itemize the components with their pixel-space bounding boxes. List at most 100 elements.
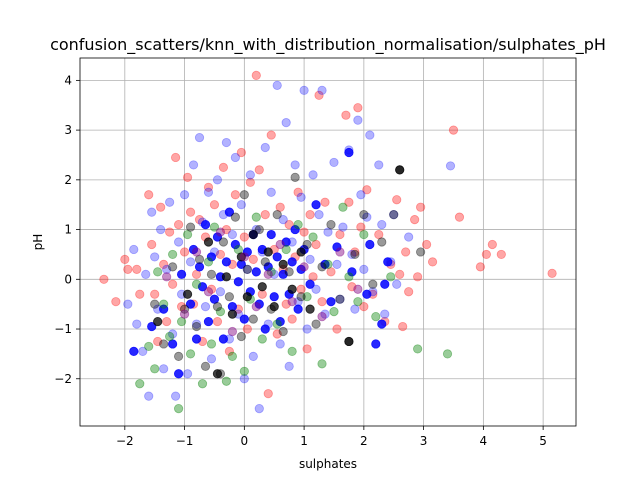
scatter-point bbox=[147, 207, 157, 217]
scatter-point bbox=[179, 190, 190, 200]
scatter-point bbox=[416, 247, 426, 257]
scatter-point bbox=[344, 147, 354, 158]
scatter-point bbox=[311, 284, 321, 294]
scatter-point bbox=[135, 379, 145, 389]
scatter-point bbox=[233, 277, 243, 287]
scatter-point bbox=[206, 269, 217, 279]
scatter-point bbox=[332, 242, 342, 252]
scatter-point bbox=[242, 264, 252, 274]
scatter-point bbox=[159, 304, 169, 314]
scatter-point bbox=[290, 172, 300, 182]
scatter-point bbox=[323, 227, 333, 237]
scatter-point bbox=[296, 292, 306, 302]
scatter-point bbox=[203, 287, 214, 297]
scatter-point bbox=[242, 264, 252, 274]
scatter-point bbox=[182, 369, 193, 379]
scatter-point bbox=[129, 244, 139, 255]
scatter-point bbox=[194, 132, 205, 143]
scatter-point bbox=[156, 202, 166, 212]
scatter-point bbox=[159, 339, 169, 349]
scatter-point bbox=[257, 334, 267, 344]
scatter-point bbox=[299, 227, 309, 237]
scatter-point bbox=[150, 364, 160, 374]
scatter-point bbox=[362, 185, 372, 195]
scatter-point bbox=[302, 292, 312, 302]
scatter-point bbox=[147, 239, 157, 250]
scatter-point bbox=[150, 299, 160, 309]
scatter-point bbox=[284, 361, 294, 371]
scatter-point bbox=[454, 212, 465, 222]
scatter-point bbox=[392, 195, 402, 205]
scatter-point bbox=[356, 190, 366, 200]
scatter-point bbox=[311, 239, 321, 250]
scatter-point bbox=[272, 252, 282, 262]
scatter-point bbox=[296, 192, 306, 202]
scatter-point bbox=[326, 297, 336, 307]
scatter-point bbox=[197, 379, 208, 389]
scatter-point bbox=[353, 115, 363, 125]
scatter-point bbox=[335, 229, 345, 240]
scatter-point bbox=[335, 247, 345, 257]
scatter-point bbox=[308, 170, 318, 180]
scatter-point bbox=[404, 232, 414, 242]
x-tick-label: −1 bbox=[176, 434, 194, 448]
scatter-point bbox=[230, 190, 240, 200]
scatter-point bbox=[281, 244, 291, 255]
scatter-point bbox=[326, 267, 336, 277]
scatter-point bbox=[481, 249, 491, 260]
scatter-point bbox=[308, 232, 318, 242]
scatter-point bbox=[236, 147, 246, 158]
y-tick-label: −1 bbox=[54, 322, 72, 336]
scatter-point bbox=[320, 197, 330, 207]
scatter-point bbox=[326, 219, 336, 230]
scatter-point bbox=[221, 272, 232, 282]
scatter-point bbox=[215, 227, 226, 237]
scatter-point bbox=[203, 257, 214, 267]
scatter-point bbox=[251, 212, 261, 222]
scatter-point bbox=[159, 364, 169, 374]
scatter-point bbox=[165, 227, 175, 237]
scatter-point bbox=[162, 272, 172, 282]
scatter-point bbox=[311, 200, 321, 210]
scatter-point bbox=[347, 267, 357, 277]
scatter-point bbox=[153, 267, 163, 277]
scatter-point bbox=[144, 190, 154, 200]
scatter-point bbox=[269, 269, 279, 279]
scatter-point bbox=[284, 267, 294, 277]
scatter-point bbox=[275, 316, 285, 327]
data-points bbox=[99, 70, 557, 414]
scatter-point bbox=[132, 319, 142, 329]
scatter-point bbox=[332, 324, 342, 334]
scatter-point bbox=[266, 229, 276, 240]
scatter-point bbox=[344, 197, 354, 207]
scatter-point bbox=[401, 247, 411, 257]
scatter-point bbox=[344, 272, 354, 282]
scatter-point bbox=[287, 257, 297, 267]
scatter-point bbox=[374, 229, 384, 240]
scatter-point bbox=[269, 292, 279, 302]
scatter-point bbox=[341, 110, 351, 120]
scatter-point bbox=[496, 249, 506, 260]
y-axis-label: pH bbox=[31, 234, 45, 251]
scatter-point bbox=[281, 118, 291, 128]
scatter-point bbox=[162, 264, 172, 274]
scatter-point bbox=[215, 287, 226, 297]
scatter-point bbox=[254, 224, 264, 235]
scatter-point bbox=[168, 279, 178, 289]
scatter-point bbox=[377, 219, 387, 230]
scatter-point bbox=[206, 339, 217, 349]
scatter-point bbox=[314, 90, 324, 100]
scatter-point bbox=[335, 294, 345, 304]
scatter-point bbox=[242, 247, 252, 257]
scatter-point bbox=[398, 321, 408, 332]
scatter-point bbox=[221, 224, 232, 235]
scatter-point bbox=[317, 359, 327, 369]
scatter-point bbox=[230, 152, 240, 163]
scatter-point bbox=[239, 190, 249, 200]
scatter-point bbox=[365, 130, 375, 140]
scatter-point bbox=[239, 314, 249, 324]
scatter-point bbox=[302, 324, 312, 334]
scatter-point bbox=[263, 262, 273, 272]
